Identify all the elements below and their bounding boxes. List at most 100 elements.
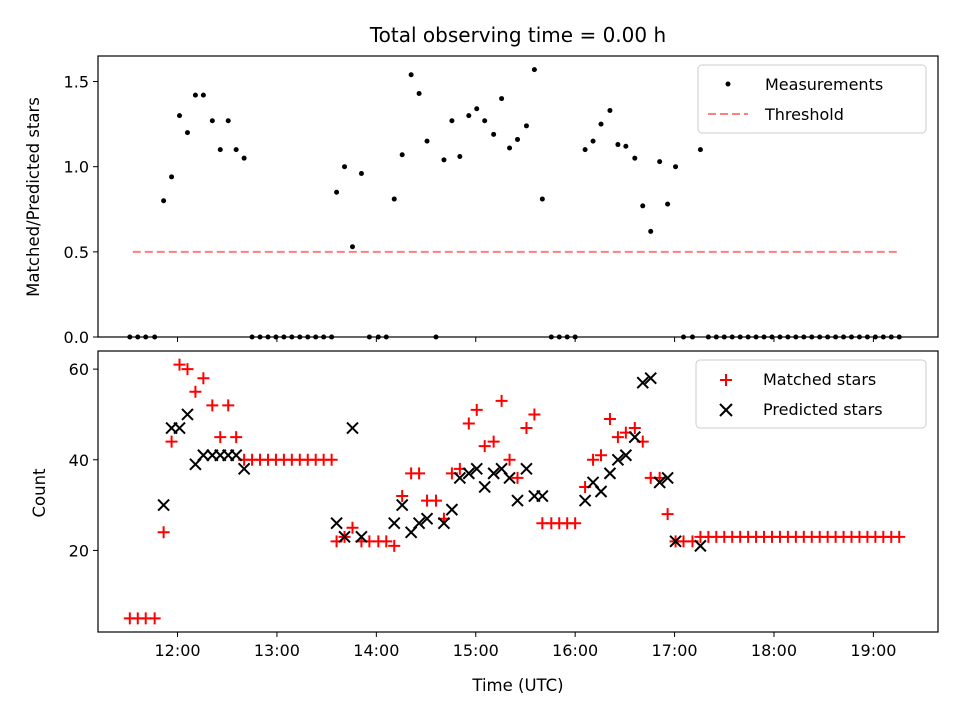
predicted-stars-point	[412, 517, 426, 530]
predicted-stars-point	[636, 376, 649, 389]
matched-stars-point	[222, 399, 235, 412]
predicted-stars-point	[536, 489, 549, 503]
matched-stars-point	[520, 422, 533, 435]
measurements-point	[499, 96, 505, 102]
measurements-point	[217, 147, 223, 153]
predicted-stars-point	[520, 462, 533, 476]
matched-stars-point	[429, 494, 442, 507]
measurements-point	[466, 113, 472, 119]
predicted-stars-point	[470, 462, 483, 476]
legend-label-measurements: Measurements	[765, 75, 883, 94]
measurements-point	[482, 118, 488, 124]
predicted-stars-point	[644, 371, 657, 385]
matched-stars-point	[511, 471, 524, 484]
predicted-stars-point	[628, 430, 642, 444]
legend-label-threshold: Threshold	[764, 105, 844, 124]
measurements-point	[408, 72, 414, 78]
bottom-x-tick-label: 13:00	[254, 641, 300, 660]
matched-stars-point	[587, 453, 600, 466]
predicted-stars-point	[594, 485, 608, 498]
bottom-x-tick-label: 14:00	[353, 641, 399, 660]
measurements-point	[515, 136, 521, 142]
matched-stars-point	[595, 449, 608, 462]
matched-stars-point	[157, 526, 170, 539]
top-y-tick-label: 0.0	[64, 328, 89, 347]
matched-stars-point	[396, 490, 409, 503]
matched-stars-point	[495, 394, 508, 407]
bottom-y-axis-label: Count	[30, 468, 49, 518]
predicted-stars-point	[578, 494, 592, 507]
measurements-point	[416, 90, 422, 96]
measurements-point	[233, 147, 239, 153]
top-legend-box	[697, 64, 927, 134]
predicted-stars-point	[487, 467, 500, 480]
bottom-y-tick-label: 60	[69, 360, 89, 379]
matched-stars-point	[611, 431, 624, 444]
measurements-point	[192, 92, 198, 98]
measurements-point	[241, 155, 247, 161]
measurements-point	[399, 152, 405, 158]
predicted-stars-point	[603, 467, 617, 480]
matched-stars-point	[569, 517, 582, 530]
bottom-panel: Count Time (UTC) 12:00 13:00 14:00 15:00 16:…	[30, 350, 939, 695]
matched-stars-point	[173, 358, 186, 371]
predicted-stars-point	[395, 498, 409, 512]
matched-stars-point	[503, 453, 516, 466]
measurements-point	[539, 196, 545, 202]
legend-marker-matched-stars	[720, 374, 732, 386]
predicted-stars-point	[619, 449, 633, 462]
matched-stars-point	[478, 440, 491, 453]
measurements-point	[491, 131, 497, 137]
top-y-tick-label: 0.5	[64, 243, 89, 262]
matched-stars-point	[487, 435, 500, 448]
top-panel: Total observing time = 0.00 h Matched/Pr…	[24, 23, 939, 347]
matched-stars-point	[197, 372, 210, 385]
measurements-point	[615, 142, 621, 148]
matched-stars-point	[214, 431, 227, 444]
measurements-point	[673, 164, 679, 170]
x-axis-label: Time (UTC)	[471, 676, 563, 695]
measurements-point	[457, 153, 463, 159]
predicted-stars-point	[611, 453, 625, 466]
bottom-axes-frame	[97, 350, 939, 633]
chart-title: Total observing time = 0.00 h	[369, 23, 666, 47]
measurements-point	[697, 147, 703, 153]
measurements-point	[184, 130, 190, 136]
predicted-stars-point	[237, 462, 251, 476]
bottom-x-tick-label: 18:00	[751, 641, 797, 660]
measurements-point	[657, 159, 663, 165]
predicted-stars-point	[445, 503, 459, 516]
predicted-stars-point	[173, 421, 186, 435]
matched-stars-point	[230, 431, 243, 444]
measurements-point	[177, 113, 183, 119]
measurements-point	[358, 171, 364, 177]
measurements-point	[507, 145, 513, 151]
bottom-x-tick-label: 12:00	[154, 641, 200, 660]
predicted-stars-point	[694, 539, 707, 553]
predicted-stars-point	[420, 512, 434, 525]
measurements-point	[161, 198, 167, 204]
predicted-stars-point	[453, 471, 467, 485]
matched-stars-point	[893, 530, 906, 543]
bottom-y-tick-label: 20	[69, 541, 89, 560]
measurements-point	[200, 92, 206, 98]
matched-stars-point	[346, 521, 359, 534]
matched-stars-point	[181, 363, 194, 376]
measurements-point	[640, 203, 646, 209]
matched-stars-point	[462, 417, 475, 430]
top-y-tick-label: 1.5	[64, 73, 89, 92]
matched-stars-point	[628, 422, 641, 435]
bottom-x-tick-label: 16:00	[552, 641, 598, 660]
measurements-point	[449, 118, 455, 124]
bottom-plot-area: 12:00 13:00 14:00 15:00 16:00 17:00 18:00 19:00…	[69, 358, 906, 660]
measurements-point	[523, 123, 529, 129]
predicted-stars-point	[478, 480, 491, 494]
predicted-stars-point	[503, 471, 516, 485]
predicted-stars-point	[355, 530, 368, 544]
predicted-stars-point	[157, 498, 170, 512]
measurements-point	[474, 106, 480, 112]
measurements-point	[441, 157, 447, 163]
legend-marker-predicted-stars	[719, 403, 733, 417]
measurements-point	[665, 201, 671, 207]
